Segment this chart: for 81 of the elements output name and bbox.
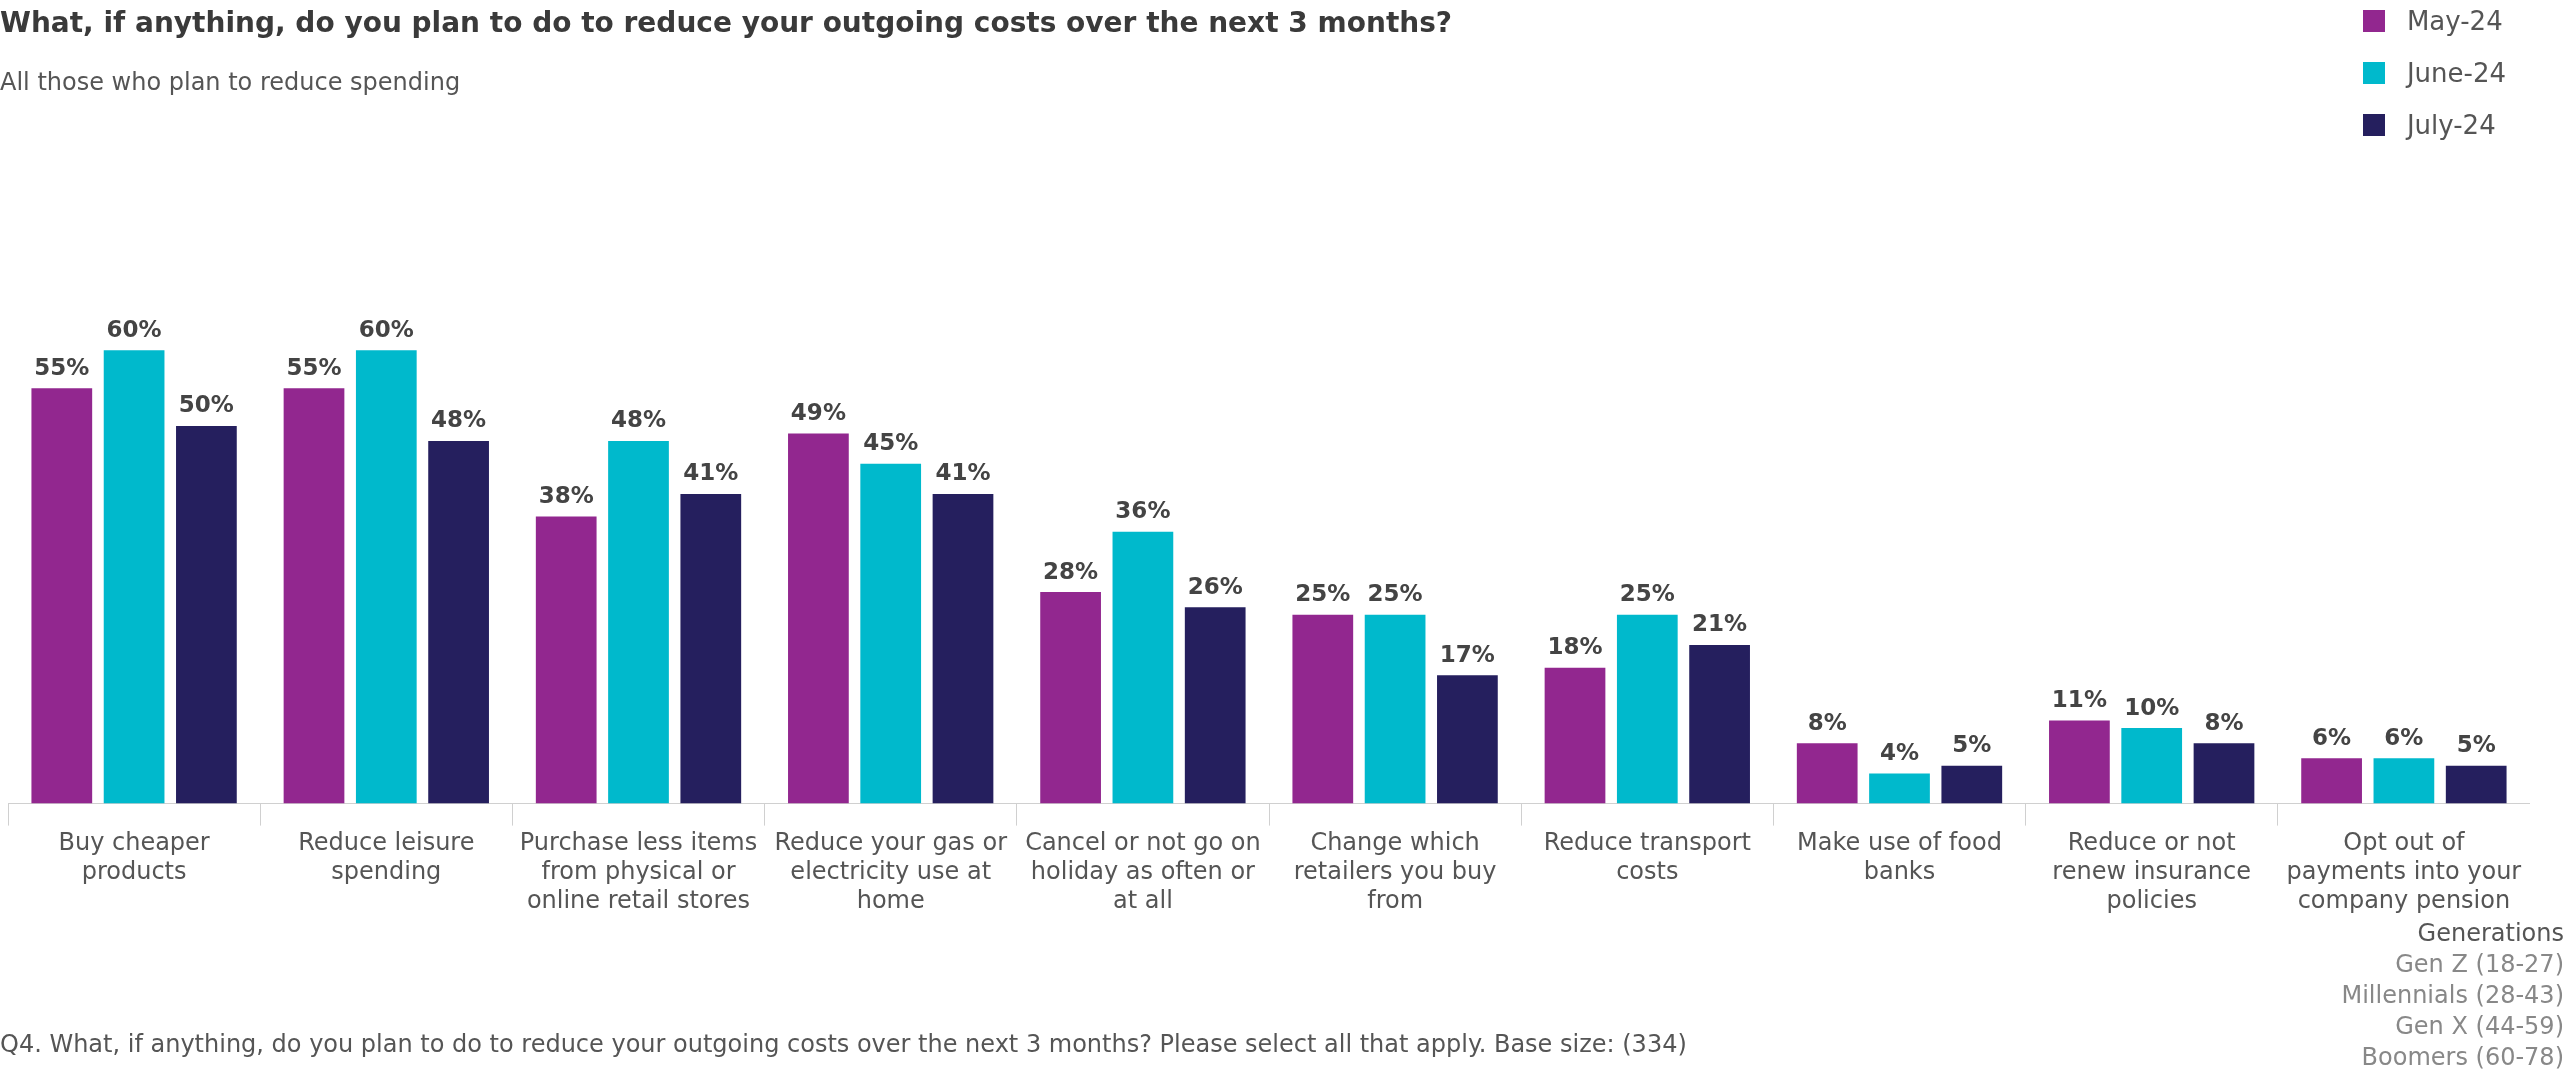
bar <box>1869 773 1930 804</box>
data-label: 41% <box>683 459 739 486</box>
data-label: 60% <box>358 315 414 342</box>
bar <box>2193 743 2255 804</box>
bar <box>2049 720 2110 804</box>
x-tick-label: Reduce leisure spending <box>298 828 475 886</box>
data-label: 49% <box>790 398 846 425</box>
data-label: 5% <box>2456 731 2496 758</box>
bar <box>283 388 345 804</box>
data-label: 11% <box>2051 685 2107 712</box>
text: Gen X (44-59) <box>2394 1011 2564 1042</box>
data-label: 6% <box>2312 723 2352 750</box>
bar <box>1941 765 2003 804</box>
x-tick-label: Purchase less items from physical or online retail stores <box>519 828 758 914</box>
bar <box>788 433 849 804</box>
data-label: 41% <box>935 459 991 486</box>
data-label: 5% <box>1952 731 1992 758</box>
bar <box>1040 592 1101 804</box>
bar <box>608 441 669 804</box>
data-label: 8% <box>1807 708 1847 735</box>
data-label: 50% <box>178 391 234 418</box>
bar <box>1292 614 1354 804</box>
x-tick-label: Make use of food banks <box>1797 828 2002 886</box>
data-label: 48% <box>610 406 667 433</box>
bar <box>176 425 237 804</box>
bar <box>31 388 93 804</box>
data-label: 28% <box>1043 557 1099 584</box>
bar <box>932 493 994 804</box>
legend-label: July-24 <box>2406 110 2496 140</box>
bar <box>1616 614 1678 804</box>
bar <box>2301 758 2362 804</box>
data-label: 10% <box>2124 693 2180 720</box>
bar <box>860 463 922 804</box>
bar <box>1112 531 1174 804</box>
text: Millennials (28-43) <box>2341 980 2564 1011</box>
bar <box>428 441 489 804</box>
x-tick-label: Reduce transport costs <box>1543 828 1751 886</box>
bar <box>1364 614 1426 804</box>
data-label: 38% <box>538 482 594 509</box>
x-tick-label: Opt out of payments into your company pension <box>2286 828 2522 914</box>
data-label: 36% <box>1115 497 1171 524</box>
data-label: 18% <box>1547 633 1603 660</box>
text: Q4. What, if anything, do you plan to do to reduce your outgoing costs over the next 3 months? Please select all that apply. Base size: (334) <box>0 1030 1687 1058</box>
bar <box>680 493 742 804</box>
data-label: 55% <box>34 353 90 380</box>
x-tick-label: Reduce or not renew insurance policies <box>2052 828 2252 914</box>
data-label: 48% <box>431 406 487 433</box>
bar <box>535 516 597 804</box>
data-label: 25% <box>1619 580 1675 607</box>
data-label: 55% <box>286 353 342 380</box>
x-tick-label: Cancel or not go on holiday as often or at all <box>1025 828 1261 914</box>
bar <box>2121 728 2183 804</box>
bar <box>1184 607 1246 804</box>
legend-label: June-24 <box>2406 58 2506 88</box>
bar <box>2373 758 2435 804</box>
bar <box>2445 765 2507 804</box>
text: Gen Z (18-27) <box>2394 949 2564 980</box>
x-tick-label: Buy cheaper products <box>58 828 210 886</box>
data-label: 6% <box>2384 723 2424 750</box>
data-label: 21% <box>1692 610 1748 637</box>
legend-label: May-24 <box>2406 6 2503 36</box>
text: Boomers (60-78) <box>2360 1042 2564 1073</box>
data-label: 25% <box>1367 580 1423 607</box>
data-label: 25% <box>1295 580 1351 607</box>
data-label: 4% <box>1879 738 1920 765</box>
bar <box>1689 644 1750 804</box>
bar <box>355 350 417 804</box>
text: Generations <box>2416 918 2564 949</box>
x-tick-label: Change which retailers you buy from <box>1293 828 1497 914</box>
data-label: 26% <box>1187 572 1243 599</box>
bar <box>1544 667 1606 804</box>
bar <box>1796 743 1858 804</box>
data-label: 17% <box>1439 640 1495 667</box>
data-label: 60% <box>106 315 162 342</box>
chart-title: What, if anything, do you plan to do to reduce your outgoing costs over the next 3 months? <box>0 6 1453 39</box>
x-tick-label: Reduce your gas or electricity use at home <box>774 828 1008 914</box>
data-label: 8% <box>2204 708 2244 735</box>
bar <box>1437 675 1498 804</box>
chart-subtitle: All those who plan to reduce spending <box>0 68 461 96</box>
data-label: 45% <box>863 429 919 456</box>
bar <box>103 350 165 804</box>
